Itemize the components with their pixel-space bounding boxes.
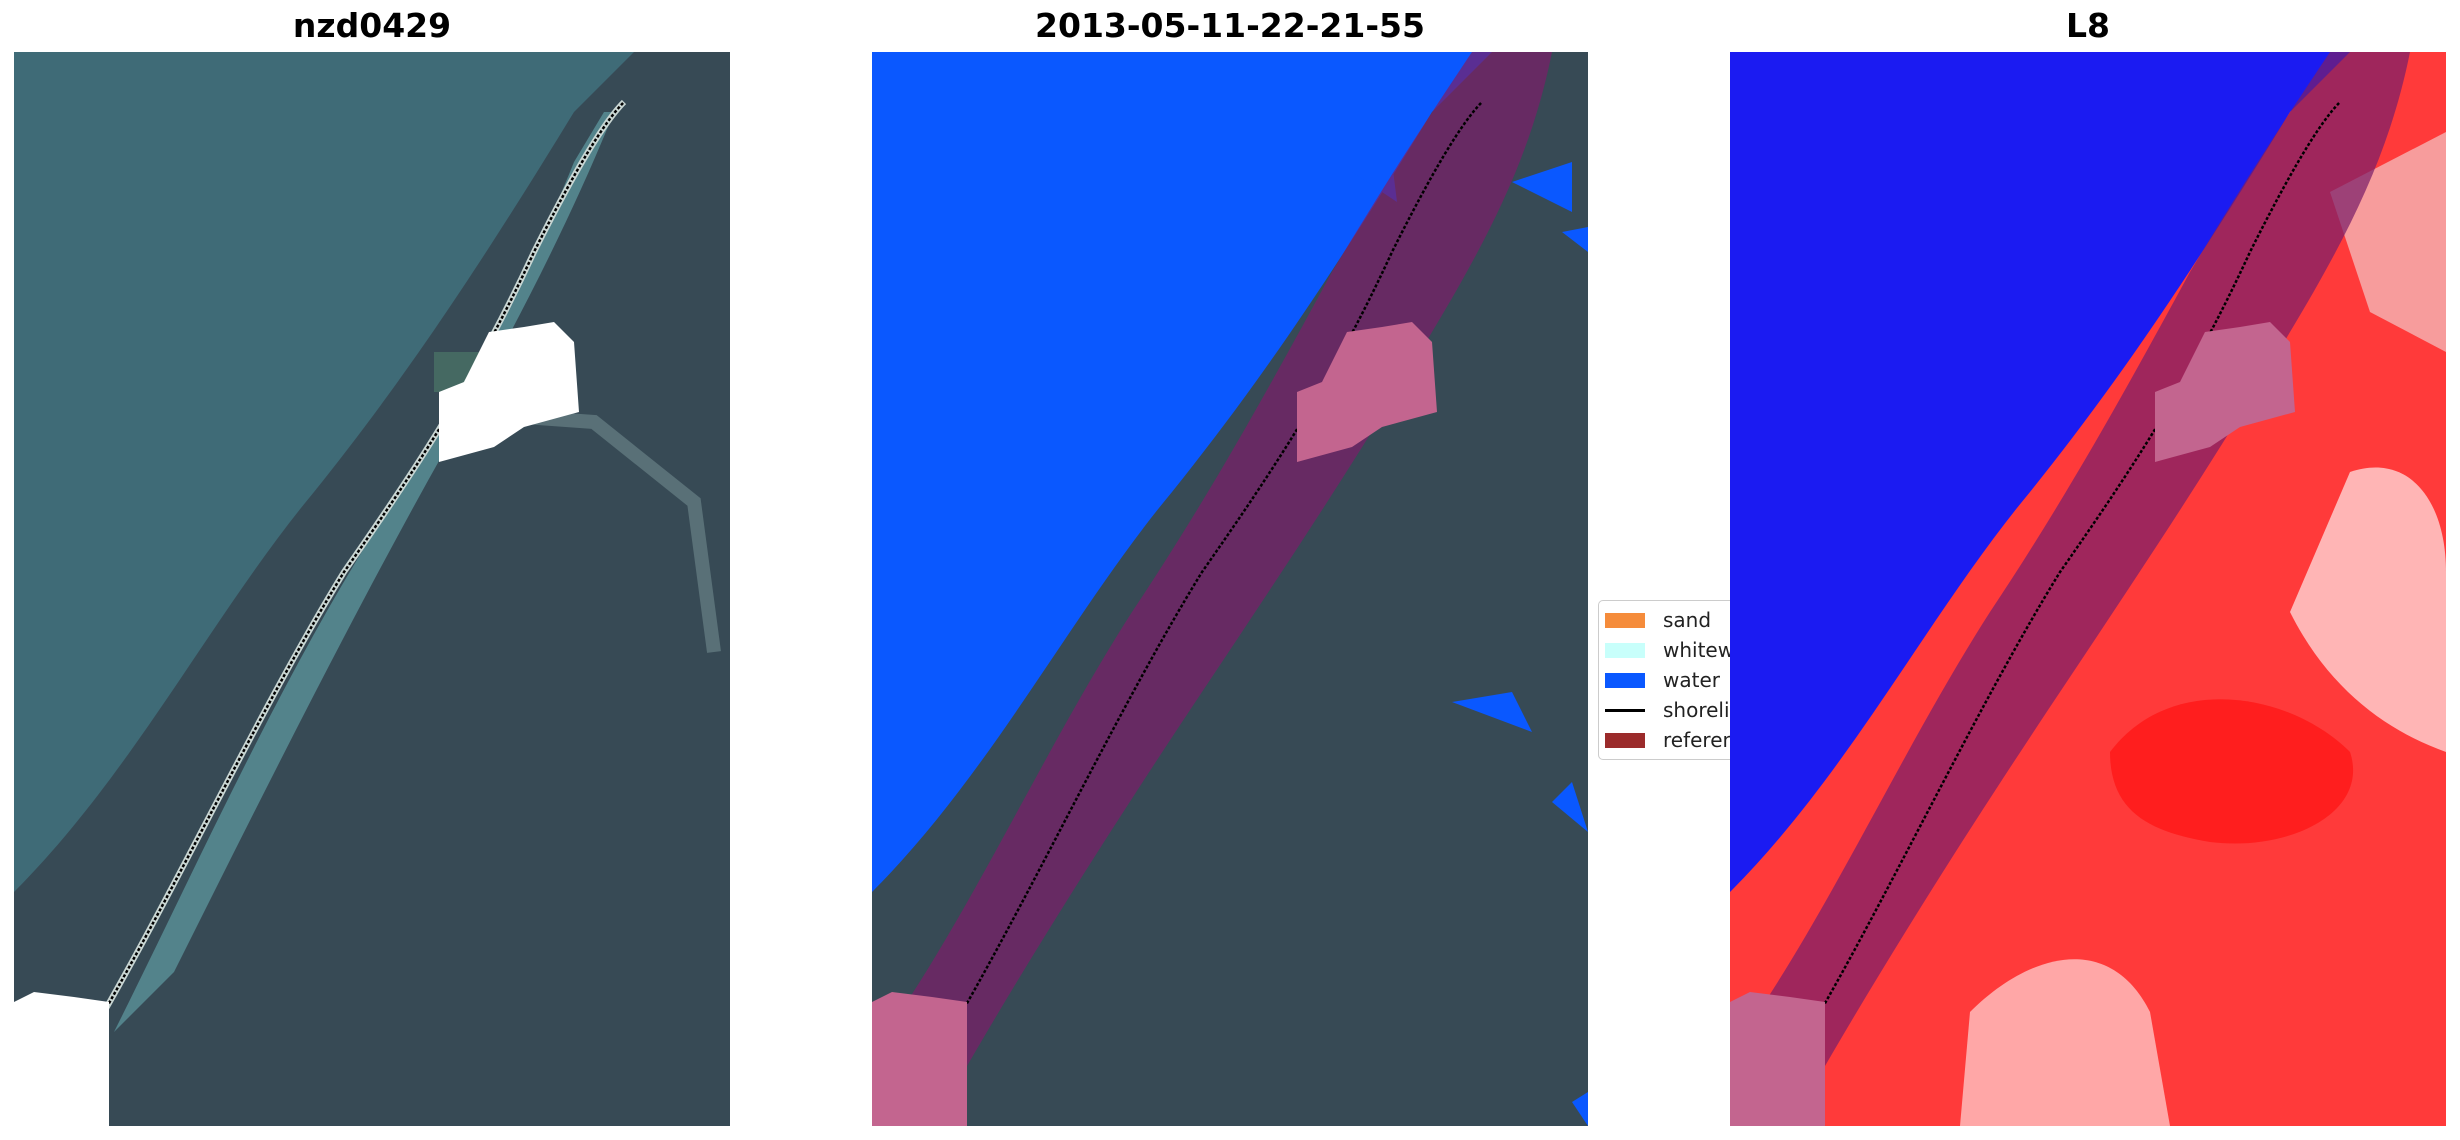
legend-item-water: water (1605, 665, 1720, 695)
classified-image-panel (872, 52, 1588, 1126)
legend-item-sand: sand (1605, 605, 1711, 635)
cloud-mask-corner (872, 992, 967, 1126)
cloud-mask-center (1297, 322, 1437, 462)
panel-title-rgb: nzd0429 (292, 6, 452, 45)
reference-swatch (1605, 732, 1645, 748)
deep-red-patch (2110, 699, 2354, 844)
rgb-image-panel (14, 52, 730, 1126)
water-class-area (872, 52, 1492, 1126)
legend-label-water: water (1663, 668, 1720, 692)
cloud-mask-corner (1730, 992, 1825, 1126)
whitewater-swatch (1605, 642, 1645, 658)
index-image (1730, 52, 2446, 1126)
legend: sand whitewater water shoreline referenc… (1598, 600, 1738, 760)
legend-item-whitewater: whitewater (1605, 635, 1737, 665)
shoreline-line (1818, 101, 2341, 1013)
shoreline-line (960, 101, 1483, 1013)
rgb-image (14, 52, 730, 1126)
legend-label-sand: sand (1663, 608, 1712, 632)
water-swatch (1605, 672, 1645, 688)
legend-item-reference: reference shoreline buffer (1605, 725, 1737, 755)
light-patch-1 (2290, 467, 2446, 752)
panel-title-classified: 2013-05-11-22-21-55 (1035, 6, 1425, 45)
reference-buffer (1730, 52, 2410, 1126)
legend-item-shoreline: shoreline (1605, 695, 1737, 725)
index-image-panel (1730, 52, 2446, 1126)
cloud-mask-center (2155, 322, 2295, 462)
legend-label-shoreline: shoreline (1663, 698, 1737, 722)
light-patch-2 (1960, 959, 2170, 1126)
classified-image (872, 52, 1588, 1126)
land-area (14, 52, 730, 1126)
cloud-mask-center (439, 322, 579, 462)
panel-title-index: L8 (2066, 6, 2110, 45)
reference-buffer (872, 52, 1552, 1126)
legend-label-whitewater: whitewater (1663, 638, 1737, 662)
shoreline-line (102, 101, 625, 1013)
shoreline-swatch (1605, 708, 1645, 712)
cloud-mask-corner (14, 992, 109, 1126)
legend-label-reference: reference shoreline buffer (1663, 728, 1737, 752)
sand-swatch (1605, 612, 1645, 628)
water-index-area (1730, 52, 2350, 1126)
